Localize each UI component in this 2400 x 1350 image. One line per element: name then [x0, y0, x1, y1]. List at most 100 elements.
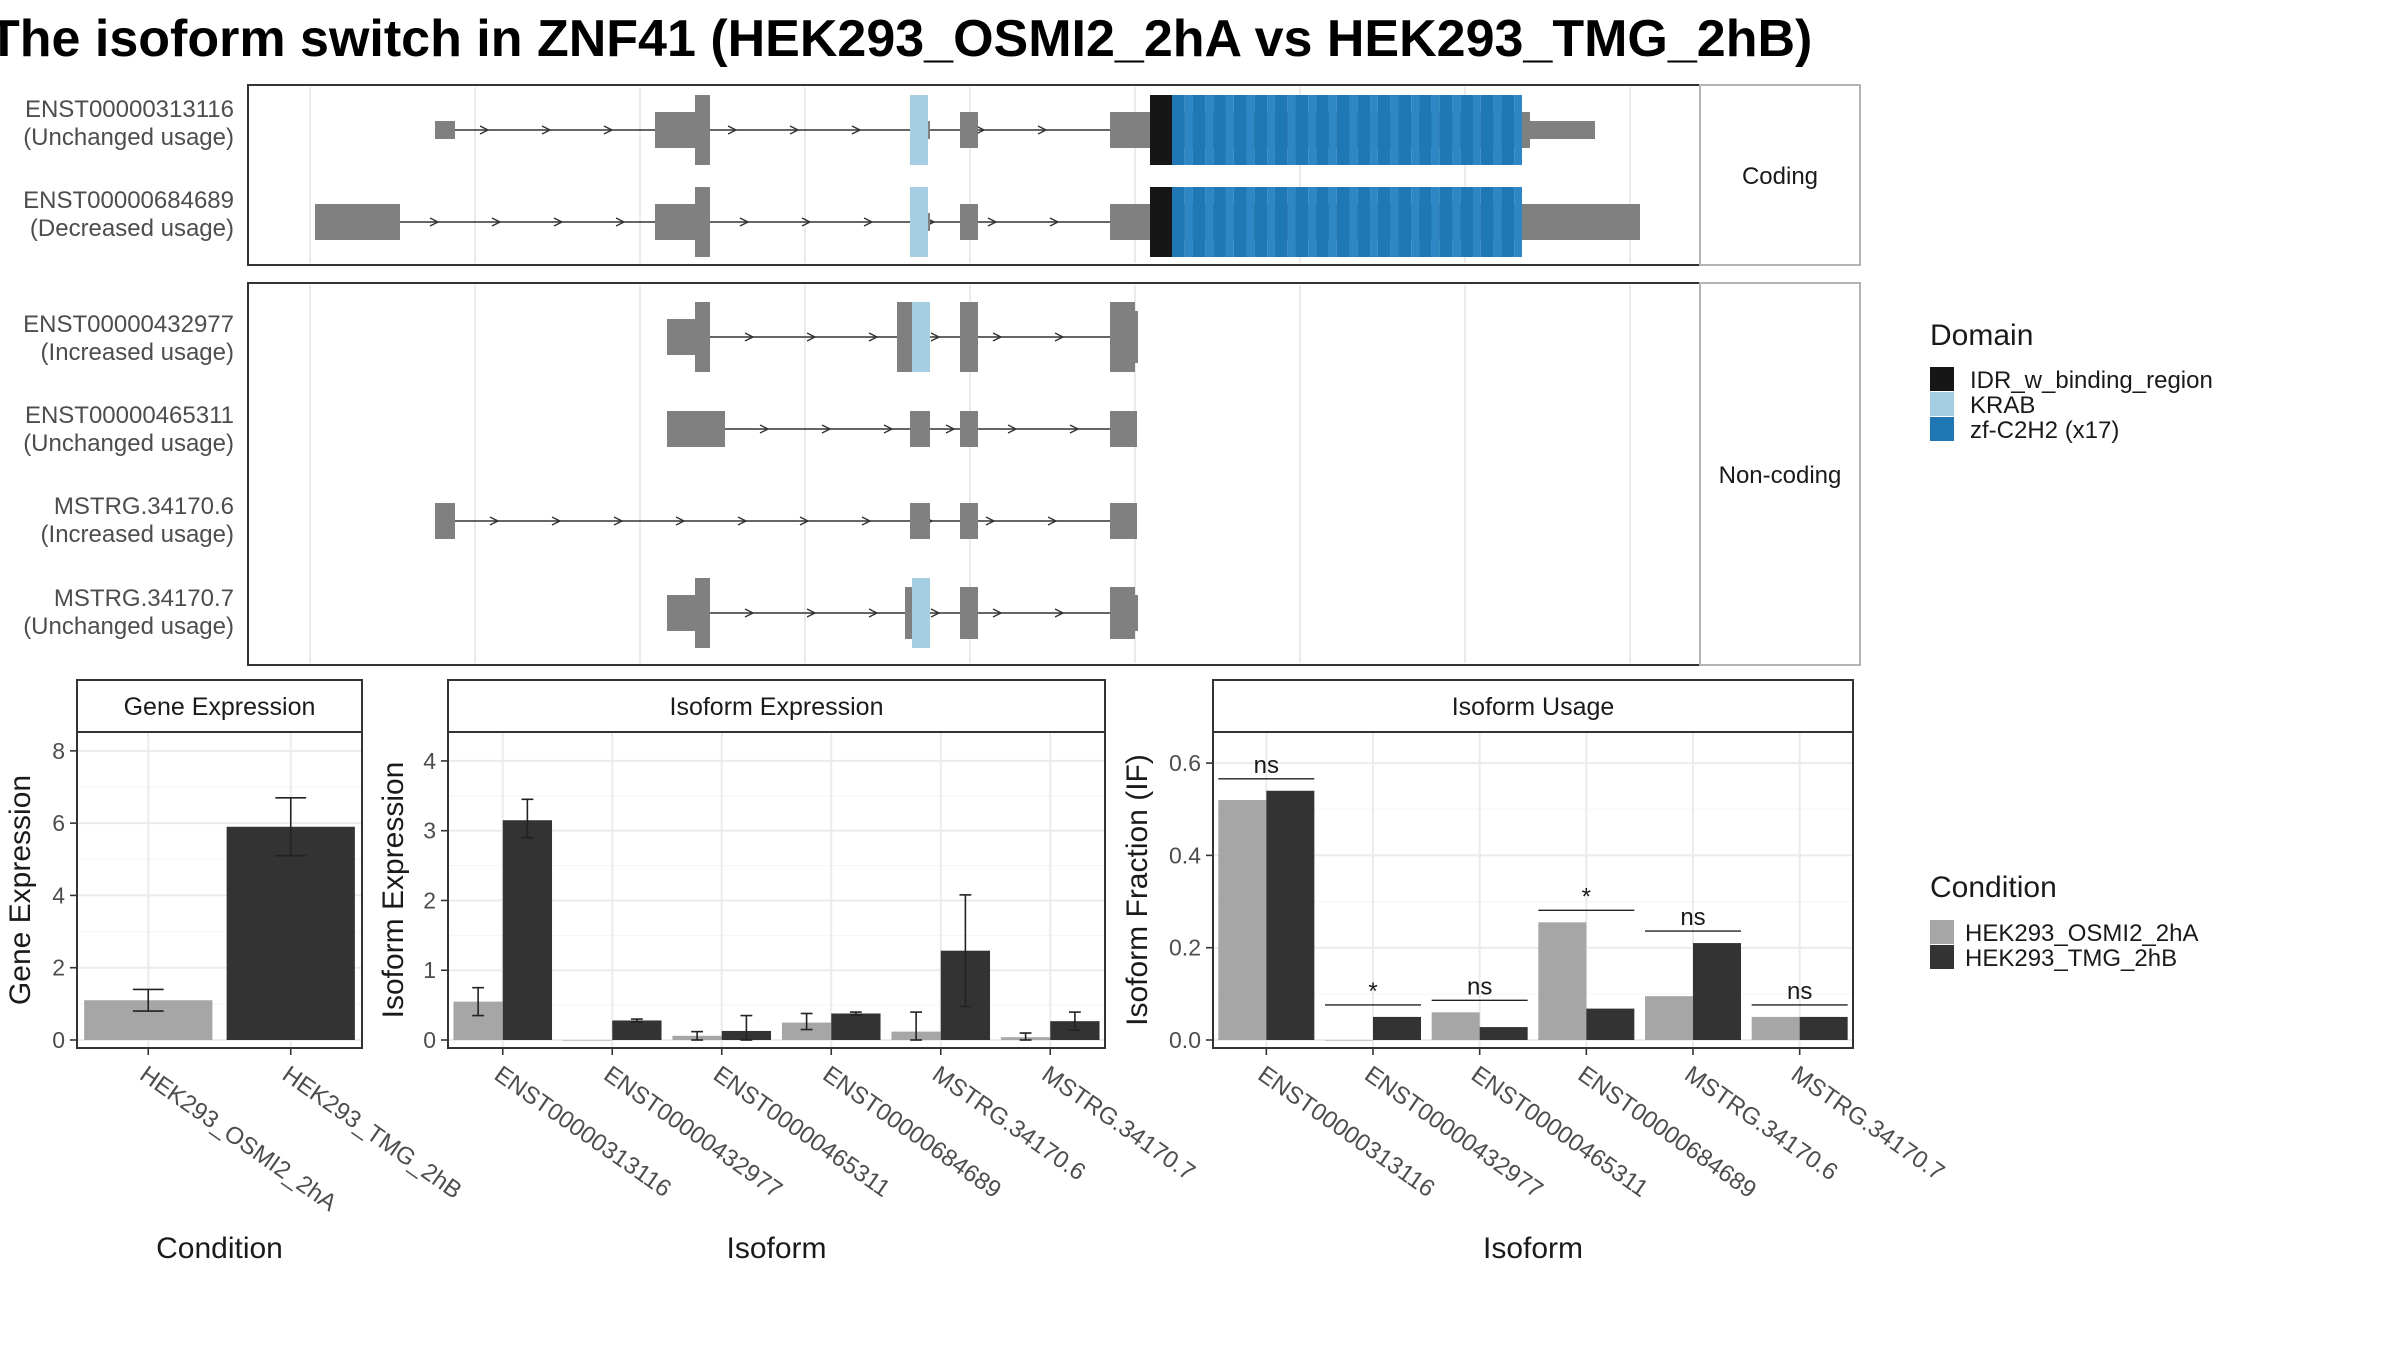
panel-strip [76, 679, 363, 733]
direction-arrow [613, 516, 624, 526]
zf-c2h2-domain-gap [1431, 187, 1440, 257]
legend-swatch-idr [1930, 367, 1954, 391]
bar [781, 1022, 832, 1040]
direction-arrow [1054, 608, 1065, 618]
bar [1431, 1012, 1480, 1040]
zf-c2h2-domain [1254, 187, 1268, 257]
zf-c2h2-domain-gap [1390, 95, 1399, 165]
structure-panel-noncoding: Non-coding [247, 282, 1861, 666]
direction-arrow [992, 608, 1003, 618]
bar [226, 826, 355, 1040]
y-tick-label: 2 [423, 887, 436, 913]
direction-arrow [1069, 424, 1080, 434]
bar [562, 1040, 613, 1041]
transcript-usage-label: (Increased usage) [41, 339, 234, 366]
exon [960, 503, 978, 539]
legend-swatch-osmi2 [1930, 920, 1954, 944]
exon [667, 319, 695, 355]
zf-c2h2-domain-gap [1514, 95, 1522, 165]
x-tick-label: ENST00000313116 [1253, 1061, 1440, 1203]
direction-arrow [945, 424, 956, 434]
x-tick-label: ENST00000465311 [708, 1061, 895, 1203]
legend-swatch-krab [1930, 392, 1954, 416]
zf-c2h2-domain-gap [1452, 95, 1461, 165]
direction-arrow [1047, 516, 1058, 526]
exon [435, 121, 455, 139]
direction-arrow [861, 516, 872, 526]
bar [1751, 1016, 1800, 1040]
legend-label-osmi2: HEK293_OSMI2_2hA [1965, 920, 2198, 947]
direction-arrow [1007, 424, 1018, 434]
direction-arrow [806, 608, 817, 618]
zf-c2h2-domain-gap [1184, 95, 1193, 165]
exon [960, 204, 978, 240]
transcript-row-3 [667, 302, 1138, 372]
direction-arrow [930, 608, 941, 618]
zf-c2h2-domain-gap [1411, 95, 1420, 165]
exon [435, 503, 455, 539]
y-tick-label: 0.0 [1169, 1027, 1201, 1053]
exon [1110, 302, 1135, 372]
exon [960, 302, 978, 372]
zf-c2h2-domain-gap [1452, 187, 1461, 257]
zf-c2h2-domain-gap [1349, 95, 1358, 165]
panel-border [1212, 731, 1854, 1049]
transcript-id-label: ENST00000313116 [25, 96, 234, 123]
direction-arrow [551, 516, 562, 526]
x-axis-title: Condition [156, 1232, 283, 1265]
transcript-usage-label: (Increased usage) [41, 521, 234, 548]
direction-arrow [1037, 125, 1048, 135]
y-tick-label: 0 [423, 1027, 436, 1053]
significance-label: * [1368, 978, 1377, 1005]
zf-c2h2-domain [1254, 95, 1268, 165]
bar [1218, 800, 1267, 1040]
figure-title: The isoform switch in ZNF41 (HEK293_OSMI… [0, 10, 1812, 68]
bar [1373, 1016, 1421, 1040]
exon [667, 411, 725, 447]
exon [960, 411, 978, 447]
exon [1530, 204, 1640, 240]
transcript-row-6 [667, 578, 1138, 648]
exon [655, 112, 695, 148]
transcript-id-label: ENST00000432977 [23, 311, 234, 338]
zf-c2h2-domain [1336, 187, 1350, 257]
zf-c2h2-domain-gap [1431, 95, 1440, 165]
direction-arrow [975, 125, 986, 135]
x-tick-label: ENST00000313116 [489, 1061, 676, 1203]
exon [910, 411, 930, 447]
zf-c2h2-domain [1295, 95, 1309, 165]
zf-c2h2-domain-gap [1246, 95, 1255, 165]
direction-arrow [759, 424, 770, 434]
zf-c2h2-domain [1316, 95, 1329, 165]
transcript-usage-label: (Unchanged usage) [23, 430, 234, 457]
zf-c2h2-domain-gap [1225, 95, 1234, 165]
direction-arrow [930, 332, 941, 342]
transcript-usage-label: (Unchanged usage) [23, 613, 234, 640]
zf-c2h2-domain [1501, 95, 1515, 165]
isoform-expression-panel: Isoform ExpressionENST00000313116ENST000… [377, 679, 1200, 1265]
transcript-row-2 [315, 187, 1640, 257]
x-tick-label: ENST00000432977 [599, 1061, 787, 1204]
idr-domain [1150, 187, 1172, 257]
y-tick-label: 3 [423, 818, 436, 844]
zf-c2h2-domain [1172, 187, 1185, 257]
zf-c2h2-domain [1439, 187, 1453, 257]
zf-c2h2-domain [1398, 187, 1412, 257]
direction-arrow [541, 125, 552, 135]
direction-arrow [987, 217, 998, 227]
krab-domain [910, 95, 928, 165]
exon [910, 503, 930, 539]
x-tick-label: ENST00000684689 [1573, 1061, 1761, 1204]
zf-c2h2-domain [1192, 95, 1206, 165]
transcript-usage-label: (Decreased usage) [30, 215, 234, 242]
x-axis-title: Isoform [726, 1232, 826, 1265]
direction-arrow [553, 217, 564, 227]
direction-arrow [727, 125, 738, 135]
direction-arrow [863, 217, 874, 227]
direction-arrow [985, 516, 996, 526]
zf-c2h2-domain [1213, 95, 1226, 165]
facet-label-coding: Coding [1742, 163, 1818, 190]
zf-c2h2-domain-gap [1411, 187, 1420, 257]
zf-c2h2-domain [1480, 95, 1494, 165]
exon [667, 595, 695, 631]
